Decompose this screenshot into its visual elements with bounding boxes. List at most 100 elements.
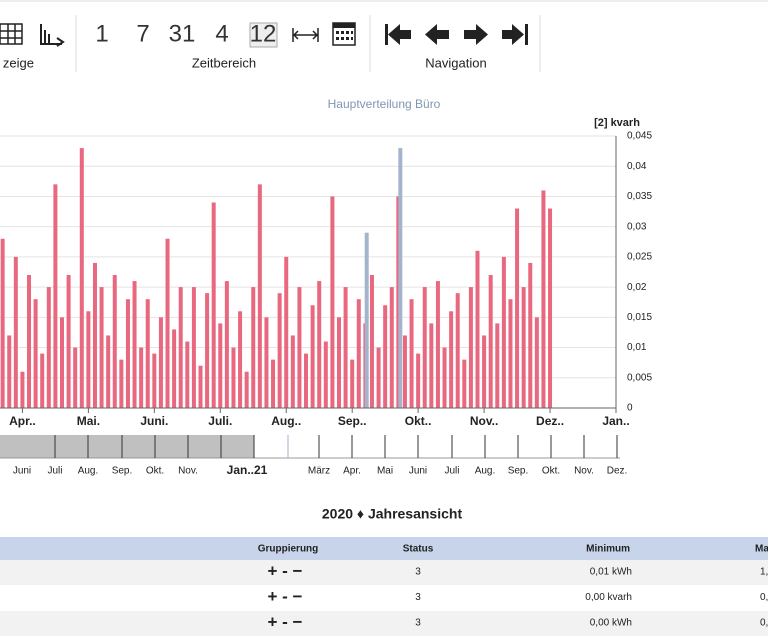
bar (79, 148, 84, 409)
x-tick-label: Juli. (208, 414, 232, 428)
bar (350, 359, 355, 408)
bar (409, 299, 414, 408)
range-button[interactable]: 4 (215, 20, 228, 47)
y-tick-label: 0,03 (627, 221, 647, 232)
bar (462, 359, 467, 408)
table-header-cell: Ma (755, 544, 768, 555)
table-header-cell: Minimum (586, 544, 630, 555)
bar (125, 299, 130, 408)
navigator-selection[interactable] (0, 435, 254, 458)
bar (521, 287, 526, 408)
range-button[interactable]: 31 (169, 20, 196, 47)
bar (429, 323, 434, 408)
table-cell: 3 (415, 618, 421, 629)
bar (422, 287, 427, 408)
bar (482, 335, 487, 408)
bar (488, 275, 493, 408)
bar (165, 238, 170, 408)
navigator-label: Apr. (343, 466, 361, 477)
navigator-label: Sep. (112, 466, 133, 477)
bar (435, 281, 440, 408)
bar (244, 371, 249, 408)
x-tick-label: Okt.. (405, 414, 432, 428)
table-cell: 0,01 kWh (590, 567, 632, 578)
bar (534, 317, 539, 408)
bar (66, 275, 71, 408)
bar (198, 365, 203, 408)
group-label: Zeitbereich (192, 55, 256, 70)
chart-icon[interactable] (40, 24, 65, 47)
navigator-label: Sep. (508, 466, 529, 477)
bar (211, 202, 216, 408)
bar (7, 335, 12, 408)
navigator-label: Nov. (178, 466, 198, 477)
navigator-label: Juni (13, 466, 31, 477)
bar (132, 281, 137, 408)
table-cell: 3 (415, 592, 421, 603)
bar (271, 359, 276, 408)
bar (251, 287, 256, 408)
bar (264, 317, 269, 408)
bar (231, 347, 236, 408)
table-row-bg (0, 611, 768, 636)
range-button[interactable]: 7 (136, 20, 149, 47)
width-icon[interactable] (292, 28, 319, 42)
bar (304, 353, 309, 408)
x-tick-label: Juni. (140, 414, 168, 428)
x-tick-label: Sep.. (338, 414, 367, 428)
range-button[interactable]: 12 (250, 20, 277, 47)
bar (33, 299, 38, 408)
bar (398, 148, 403, 409)
bar (185, 341, 190, 408)
x-tick-label: Mai. (77, 414, 100, 428)
bar (528, 262, 533, 408)
bar (86, 311, 91, 408)
nav-next[interactable] (464, 24, 488, 45)
table-cell: 1, (760, 567, 768, 578)
bar (343, 287, 348, 408)
y-tick-label: 0,01 (627, 342, 647, 353)
active-range (249, 22, 278, 48)
bar (310, 305, 315, 408)
y-tick-label: 0,005 (627, 372, 652, 383)
bar (284, 256, 289, 408)
chart-title: Hauptverteilung Büro (328, 97, 441, 111)
navigator-label: Aug. (78, 466, 99, 477)
group-label: zeige (3, 55, 34, 70)
bar (323, 341, 328, 408)
x-tick-label: Apr.. (9, 414, 36, 428)
table-icon[interactable] (0, 23, 23, 45)
nav-prev[interactable] (425, 24, 449, 45)
bar (92, 262, 97, 408)
group-control[interactable]: + - − (268, 612, 303, 631)
bar (416, 353, 421, 408)
bar (383, 305, 388, 408)
group-control[interactable]: + - − (268, 587, 303, 606)
table-cell: 0,00 kvarh (585, 592, 632, 603)
bar (145, 299, 150, 408)
group-label: Navigation (425, 55, 486, 70)
bar (205, 293, 210, 408)
group-control[interactable]: + - − (268, 561, 303, 580)
navigator-label: Juli (444, 466, 459, 477)
bar (364, 232, 369, 408)
navigator-label: Dez. (607, 466, 628, 477)
bar (152, 353, 157, 408)
bar (99, 287, 104, 408)
bar (0, 238, 5, 408)
nav-last[interactable] (502, 24, 528, 45)
x-tick-label: Dez.. (536, 414, 564, 428)
bar (20, 371, 25, 408)
bar (548, 208, 553, 408)
bar (475, 250, 480, 408)
bar (297, 287, 302, 408)
nav-first[interactable] (385, 24, 411, 45)
bar (515, 208, 520, 408)
calendar-icon[interactable] (332, 22, 356, 46)
bar (106, 335, 111, 408)
navigator-label: Juli (47, 466, 62, 477)
range-button[interactable]: 1 (95, 20, 108, 47)
y-tick-label: 0,025 (627, 252, 652, 263)
bar (139, 347, 144, 408)
